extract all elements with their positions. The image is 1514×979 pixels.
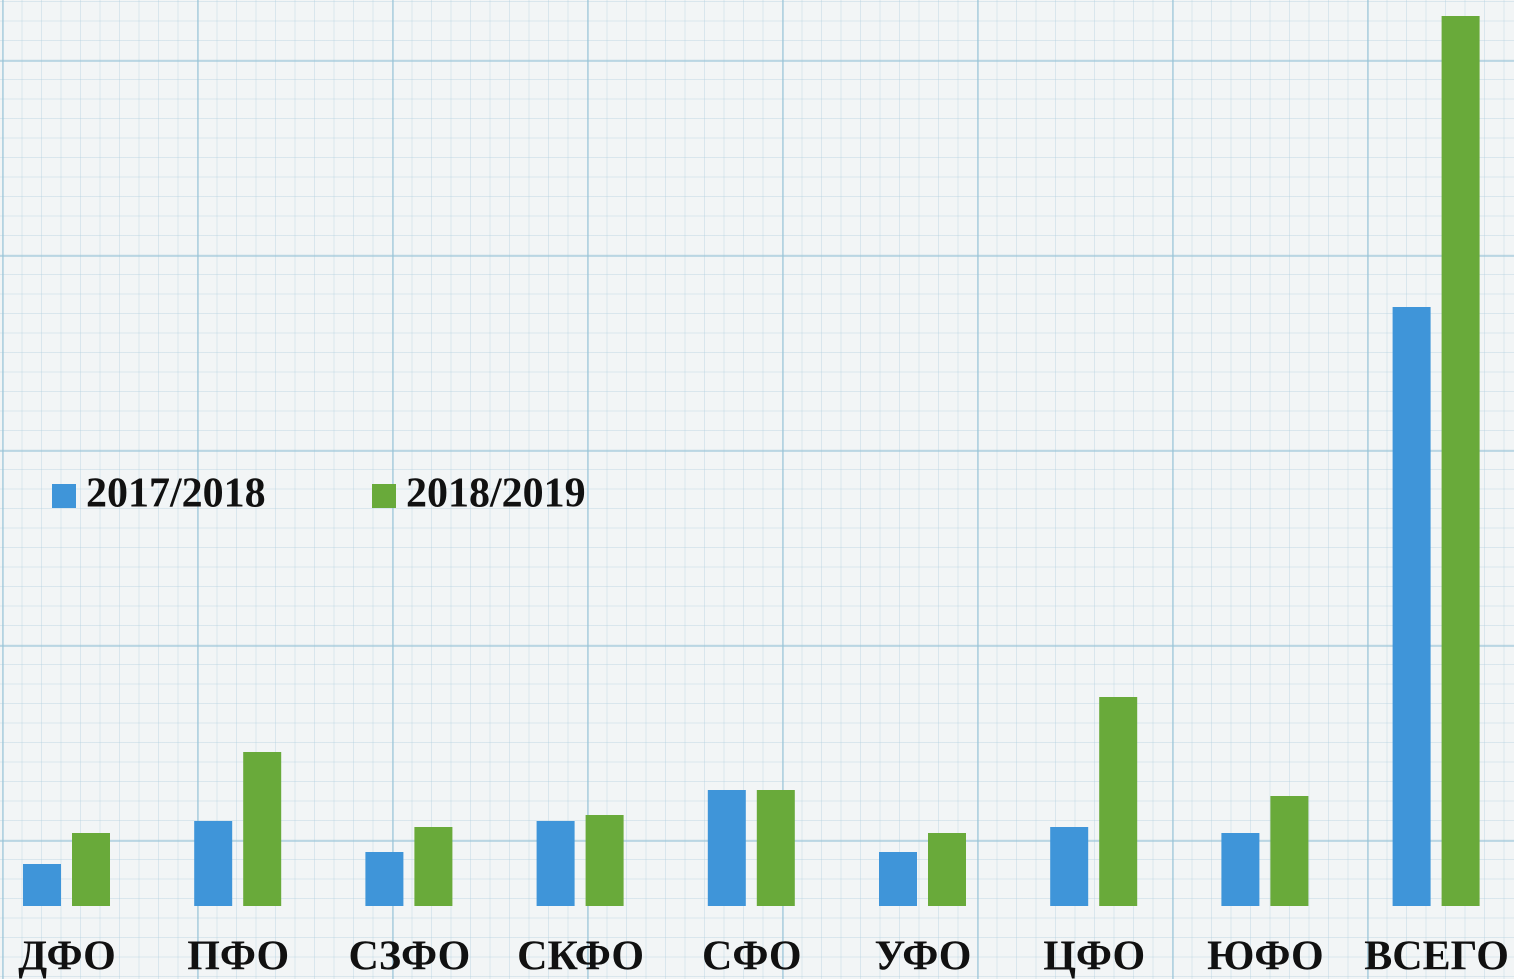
bar: [1221, 833, 1260, 906]
x-tick-label: ЮФО: [1207, 934, 1324, 979]
legend-swatch: [372, 484, 396, 508]
x-tick-label: ЦФО: [1043, 934, 1145, 979]
bar: [1441, 16, 1480, 906]
x-tick-label: ДФО: [18, 934, 116, 979]
x-tick-label: СЗФО: [349, 934, 471, 979]
bar: [756, 790, 795, 906]
bar: [72, 833, 110, 906]
bar: [194, 821, 233, 906]
x-tick-label: ПФО: [187, 934, 289, 979]
bar: [928, 833, 966, 906]
bar: [879, 852, 917, 906]
legend-label: 2018/2019: [406, 471, 586, 517]
x-tick-label: СКФО: [517, 934, 644, 979]
bar: [1270, 796, 1309, 906]
bar: [23, 864, 61, 906]
bar: [707, 790, 746, 906]
x-tick-label: УФО: [875, 934, 972, 979]
x-tick-label: ВСЕГО: [1364, 934, 1509, 979]
bar: [414, 827, 453, 906]
bar: [536, 821, 575, 906]
x-tick-label: СФО: [702, 934, 802, 979]
legend-label: 2017/2018: [86, 471, 266, 517]
legend-swatch: [52, 484, 76, 508]
bar: [1050, 827, 1089, 906]
bar: [365, 852, 404, 906]
bar: [1099, 697, 1138, 906]
bar: [585, 815, 624, 906]
bar: [243, 752, 282, 906]
bar: [1392, 307, 1431, 906]
